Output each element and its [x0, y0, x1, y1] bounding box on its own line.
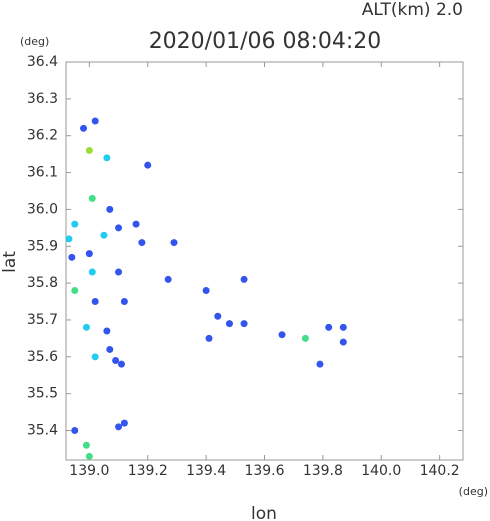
echo-point [170, 239, 178, 247]
echo-point [115, 268, 123, 276]
echo-point [85, 452, 93, 460]
echo-point [202, 286, 210, 294]
echo-point [71, 427, 79, 435]
y-tick-label: 35.8 [27, 275, 58, 291]
y-tick-label: 36.3 [27, 91, 58, 107]
y-tick-label: 35.7 [27, 312, 58, 328]
echo-point [205, 334, 213, 342]
echo-point [115, 224, 123, 232]
echo-point [144, 161, 152, 169]
echo-point [325, 323, 333, 331]
echo-point [214, 312, 222, 320]
echo-point [240, 275, 248, 283]
y-tick-label: 35.9 [27, 238, 58, 254]
echo-point [240, 320, 248, 328]
y-tick-label: 36.4 [27, 54, 58, 70]
echo-point [164, 275, 172, 283]
y-tick-label: 36.2 [27, 128, 58, 144]
echo-point [117, 360, 125, 368]
echo-point [65, 235, 73, 243]
y-tick-label: 36.1 [27, 165, 58, 181]
y-unit: (deg) [20, 35, 49, 48]
x-tick-label: 139.6 [244, 463, 284, 479]
echo-point [80, 124, 88, 132]
echo-point [103, 327, 111, 335]
echo-point [91, 353, 99, 361]
echo-point [138, 239, 146, 247]
echo-point [132, 220, 140, 228]
subtitle: ALT(km) 2.0 [362, 0, 463, 20]
echo-point [85, 146, 93, 154]
echo-point [120, 419, 128, 427]
echo-point [301, 334, 309, 342]
x-tick-label: 139.8 [303, 463, 343, 479]
x-tick-label: 139.4 [186, 463, 226, 479]
echo-point [225, 320, 233, 328]
y-tick-label: 35.4 [27, 423, 58, 439]
echo-point [112, 357, 120, 364]
x-tick-label: 139.0 [69, 463, 109, 479]
echo-point [82, 441, 90, 449]
plot-frame [65, 61, 464, 461]
echo-point [115, 423, 123, 431]
chart-title: 2020/01/06 08:04:20 [149, 29, 382, 54]
echo-point [88, 268, 96, 276]
echo-point [82, 323, 90, 331]
echo-point [71, 220, 79, 228]
y-tick-label: 35.5 [27, 386, 58, 402]
echo-point [71, 286, 79, 294]
echo-point [88, 194, 96, 202]
echo-point [91, 117, 99, 125]
echo-point [68, 253, 76, 261]
echo-point [91, 298, 99, 306]
x-tick-label: 140.0 [361, 463, 401, 479]
echo-point [106, 345, 114, 353]
echo-point [278, 331, 286, 339]
echo-point [100, 231, 108, 239]
echo-point [106, 205, 114, 213]
echo-point [103, 154, 111, 162]
echo-point [339, 323, 347, 331]
x-axis-label: lon [251, 504, 277, 521]
y-axis-label: lat [0, 251, 20, 273]
x-tick-label: 139.2 [128, 463, 168, 479]
y-tick-label: 36.0 [27, 201, 58, 217]
x-tick-label: 140.2 [420, 463, 460, 479]
x-unit: (deg) [459, 485, 488, 498]
y-tick-label: 35.6 [27, 349, 58, 365]
echo-point [85, 250, 93, 258]
echo-point [339, 338, 347, 346]
echo-point [120, 298, 128, 306]
echo-point [316, 360, 324, 368]
